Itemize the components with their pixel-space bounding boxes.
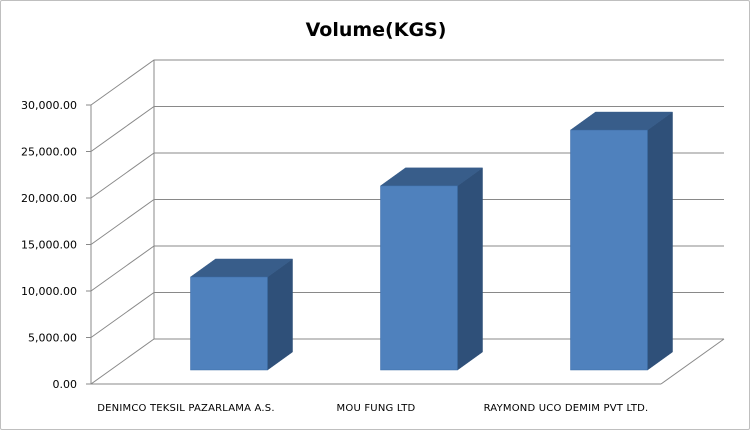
bar-front-face [190,276,268,371]
gridline [90,292,724,338]
gridline [90,59,724,106]
y-axis-tick-labels: 0.00 5,000.00 10,000.00 15,000.00 20,000.00 2… [21,99,91,391]
bar [379,167,484,371]
y-tick-label: 10,000.00 [21,285,77,298]
y-tick-label: 5,000.00 [28,332,77,345]
y-tick-label: 0.00 [53,378,78,391]
bar [189,258,294,371]
y-tick-label: 25,000.00 [21,146,77,159]
x-category-label: RAYMOND UCO DEMIM PVT LTD. [484,403,649,414]
bar-front-face [380,185,458,371]
chart-title: Volume(KGS) [306,19,447,41]
gridline [90,245,724,292]
bars [189,111,674,371]
bar-side-face [457,167,483,371]
x-category-label: DENIMCO TEKSIL PAZARLAMA A.S. [97,403,274,414]
floor-right-edge [660,338,725,385]
bar-front-face [570,129,648,371]
bar-side-face [647,111,673,371]
y-tick-label: 20,000.00 [21,192,77,205]
gridlines [90,59,724,385]
y-tick-label: 30,000.00 [21,99,77,112]
gridline [90,338,724,385]
gridline [90,199,724,245]
gridline [90,152,724,199]
bar-side-face [267,258,293,371]
gridline [90,106,724,152]
x-axis-category-labels: DENIMCO TEKSIL PAZARLAMA A.S. MOU FUNG LT… [97,403,648,414]
x-category-label: MOU FUNG LTD [337,403,416,414]
y-tick-label: 15,000.00 [21,239,77,252]
bar [569,111,674,371]
